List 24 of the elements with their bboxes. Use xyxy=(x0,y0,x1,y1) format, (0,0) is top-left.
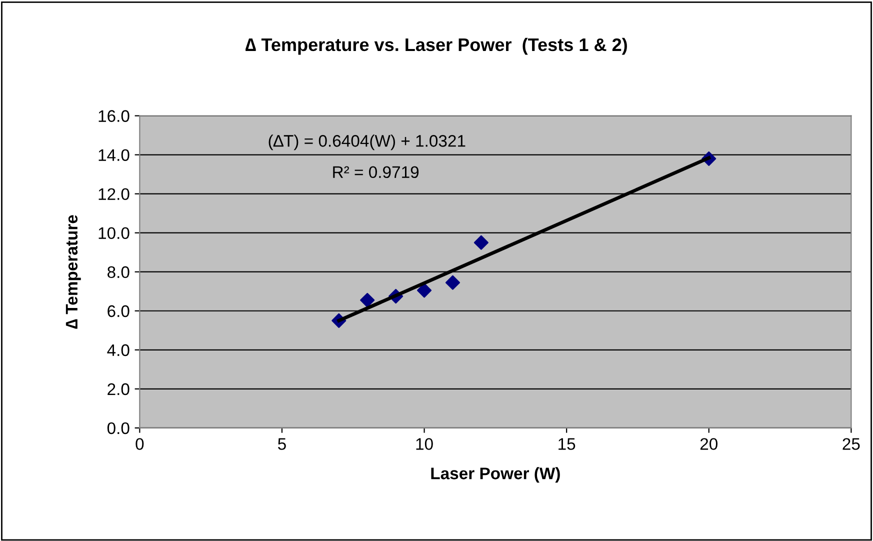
point xyxy=(474,235,488,250)
x-tick-label: 20 xyxy=(700,438,718,450)
y-tick-label: 4.0 xyxy=(107,344,130,356)
y-tick-label: 14.0 xyxy=(98,149,130,161)
chart-title: ∆ Temperature vs. Laser Power (Tests 1 & 2) xyxy=(246,38,627,55)
point xyxy=(445,275,460,290)
x-tick-label: 0 xyxy=(136,438,144,450)
y-tick-label: 10.0 xyxy=(98,227,130,240)
y-tick-label: 16.0 xyxy=(98,110,130,122)
y-tick-label: 8.0 xyxy=(108,266,130,278)
x-tick-label: 25 xyxy=(842,438,860,450)
y-tick-label: 0.0 xyxy=(107,422,130,434)
point xyxy=(360,292,375,308)
x-tick-label: 5 xyxy=(278,438,286,450)
y-tick-label: 12.0 xyxy=(98,188,130,200)
y-axis-title: ∆ Temperature xyxy=(66,215,81,329)
annotation: (∆T) = 0.6404(W) + 1.0321 xyxy=(268,134,466,150)
y-tick-label: 2.0 xyxy=(108,383,130,396)
x-tick-label: 15 xyxy=(558,438,576,450)
point xyxy=(416,283,432,298)
x-tick-label: 10 xyxy=(416,438,433,450)
x-axis-title: Laser Power (W) xyxy=(431,467,560,483)
annotation: R² = 0.9719 xyxy=(333,166,419,178)
y-tick-label: 6.0 xyxy=(108,305,130,318)
